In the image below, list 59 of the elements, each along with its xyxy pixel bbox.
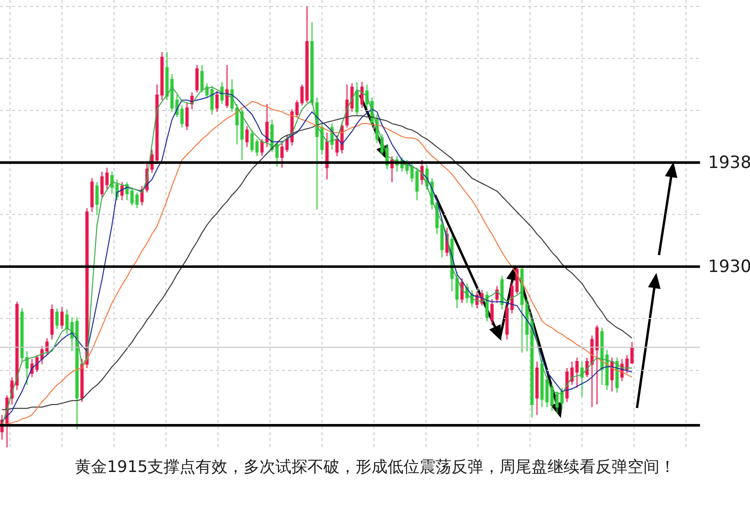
candlestick [415,167,419,201]
candlestick [300,84,304,106]
candlestick [315,97,319,210]
candlestick [280,141,284,168]
ref-line-label: 1938 [708,153,750,173]
candlestick [50,304,54,340]
candlestick [625,354,629,374]
candlestick [535,361,539,416]
candlestick [540,358,544,408]
candlestick [505,304,509,340]
candlestick [25,350,29,386]
candlestick [55,308,59,330]
candlestick [570,361,574,386]
candlestick [360,81,364,108]
candlestick [520,266,524,353]
candlestick [305,6,309,104]
candlestick [215,90,219,112]
candlestick [180,104,184,128]
ref-line-label: 1930 [708,257,750,277]
candlestick [595,324,599,405]
candlestick [580,361,584,398]
candlestick [250,130,254,153]
candlestick [325,132,329,180]
candlestick [295,100,299,118]
candlestick [95,182,99,216]
candlestick [310,22,314,106]
candlestick [65,309,69,335]
candlestick [630,342,634,365]
candlestick [100,171,104,198]
candlestick [195,64,199,93]
candlestick [135,192,139,209]
candlestick [260,138,264,157]
candlestick [490,298,494,326]
candlestick [165,52,169,101]
candlestick [130,186,134,206]
candlestick [110,171,114,194]
candlestick [200,64,204,93]
candlestick [210,85,214,115]
candlestick [265,104,269,148]
candlestick [590,335,594,408]
candlestick [555,390,559,414]
candlestick [160,52,164,101]
candlestick [455,271,459,309]
candlestick [170,74,174,112]
candlestick [240,108,244,160]
candlestick [235,104,239,145]
candlestick [105,167,109,190]
candlestick [60,306,64,330]
candlestick [20,308,24,362]
candlestick [90,178,94,212]
candlestick [550,383,554,412]
text: 黄金1915支撑点有效，多次试探不破，形成低位震荡反弹，周尾盘继续看反弹空间！ [75,457,676,476]
candlestick [255,138,259,157]
candlestick [185,102,189,131]
candlestick [355,81,359,116]
candlestick [575,357,579,388]
candlestick [245,126,249,148]
candlestick [225,64,229,108]
candlestick [75,316,79,430]
